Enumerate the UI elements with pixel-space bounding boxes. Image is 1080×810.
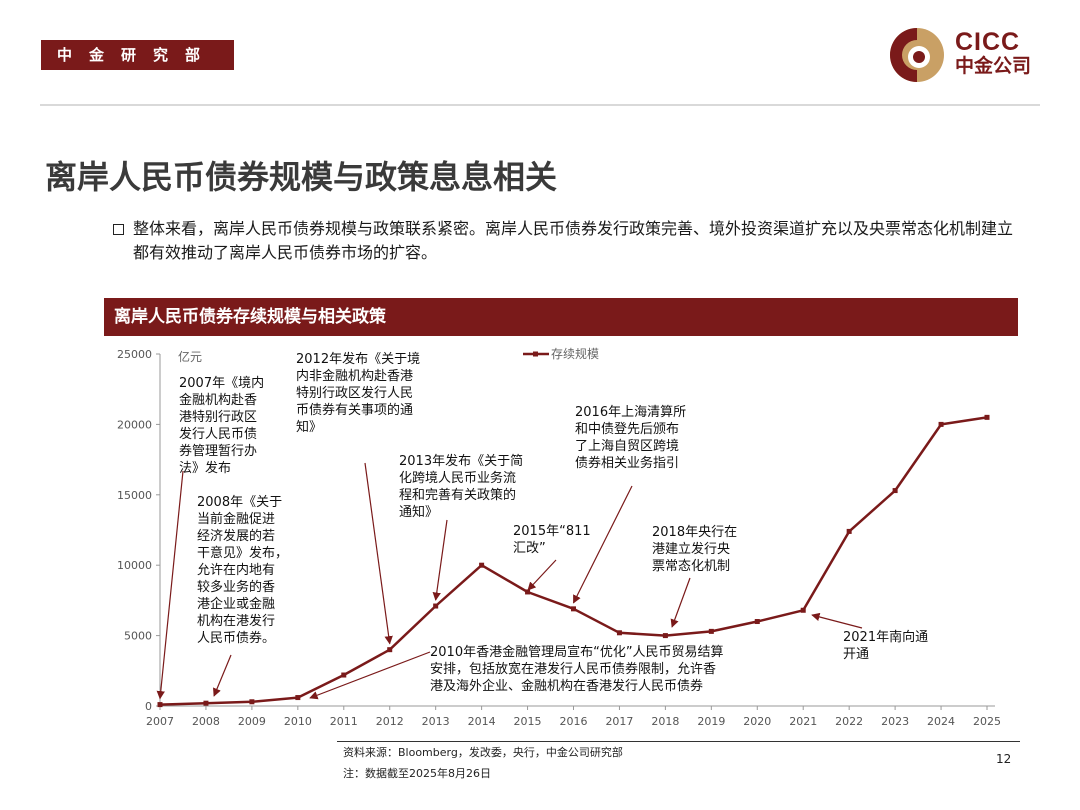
square-bullet-icon bbox=[113, 224, 124, 235]
data-point bbox=[708, 628, 714, 634]
x-tick-label: 2008 bbox=[192, 715, 220, 728]
y-tick-label: 20000 bbox=[117, 418, 152, 431]
x-tick-label: 2009 bbox=[238, 715, 266, 728]
x-tick-label: 2018 bbox=[651, 715, 679, 728]
annotation-2015: 2015年“811 汇改” bbox=[513, 524, 591, 556]
data-point bbox=[525, 589, 531, 595]
x-tick-label: 2024 bbox=[927, 715, 955, 728]
x-tick-label: 2025 bbox=[973, 715, 1001, 728]
annotation-2007: 2007年《境内 金融机构赴香 港特别行政区 发行人民币债 券管理暂行办 法》发… bbox=[179, 376, 265, 476]
annotation-arrow bbox=[213, 654, 232, 697]
cicc-logo-icon bbox=[890, 28, 944, 82]
x-tick-label: 2020 bbox=[743, 715, 771, 728]
data-point bbox=[754, 619, 760, 625]
cicc-logo: CICC 中金公司 bbox=[889, 27, 1049, 83]
annotation-2016: 2016年上海清算所 和中债登先后颁布 了上海自贸区跨境 债券相关业务指引 bbox=[575, 405, 687, 471]
x-tick-label: 2007 bbox=[146, 715, 174, 728]
data-point bbox=[892, 488, 898, 494]
data-date-note: 注：数据截至2025年8月26日 bbox=[343, 767, 491, 780]
x-tick-label: 2017 bbox=[605, 715, 633, 728]
y-tick-label: 10000 bbox=[117, 559, 152, 572]
data-point bbox=[341, 672, 347, 678]
y-tick-label: 0 bbox=[145, 700, 152, 713]
x-tick-label: 2021 bbox=[789, 715, 817, 728]
annotation-2013: 2013年发布《关于简 化跨境人民币业务流 程和完善有关政策的 通知》 bbox=[399, 454, 524, 520]
department-badge: 中金研究部 bbox=[41, 40, 234, 70]
page-number: 12 bbox=[996, 752, 1012, 766]
logo-text-en: CICC bbox=[955, 28, 1021, 56]
data-point bbox=[984, 414, 990, 420]
annotation-2018: 2018年央行在 港建立发行央 票常态化机制 bbox=[652, 525, 738, 574]
legend-marker bbox=[533, 351, 538, 357]
x-tick-label: 2022 bbox=[835, 715, 863, 728]
data-point bbox=[571, 606, 576, 612]
header-divider bbox=[40, 104, 1040, 106]
data-point bbox=[479, 562, 485, 568]
data-point bbox=[433, 603, 439, 609]
logo-text-cn: 中金公司 bbox=[955, 55, 1032, 77]
data-point bbox=[387, 647, 393, 653]
y-tick-label: 5000 bbox=[124, 630, 152, 643]
x-tick-label: 2011 bbox=[330, 715, 358, 728]
x-tick-label: 2012 bbox=[376, 715, 404, 728]
annotation-2008: 2008年《关于 当前金融促进 经济发展的若 干意见》发布， 允许在内地有 较多… bbox=[197, 495, 289, 646]
x-tick-label: 2016 bbox=[560, 715, 588, 728]
annotation-2010: 2010年香港金融管理局宣布“优化”人民币贸易结算 安排，包括放宽在港发行人民币… bbox=[430, 645, 724, 694]
x-tick-label: 2019 bbox=[697, 715, 725, 728]
data-point bbox=[662, 633, 668, 639]
data-point bbox=[295, 695, 301, 701]
x-tick-label: 2023 bbox=[881, 715, 909, 728]
annotation-arrow bbox=[364, 462, 393, 645]
annotation-arrow bbox=[572, 485, 633, 604]
data-point bbox=[846, 528, 852, 534]
data-point bbox=[249, 699, 255, 705]
data-point bbox=[938, 421, 944, 427]
x-tick-label: 2015 bbox=[514, 715, 542, 728]
annotation-arrow bbox=[309, 651, 431, 700]
annotation-arrow bbox=[527, 559, 557, 591]
summary-text: 整体来看，离岸人民币债券规模与政策联系紧密。离岸人民币债券发行政策完善、境外投资… bbox=[133, 219, 1014, 262]
footer-divider bbox=[337, 741, 1020, 742]
data-point bbox=[157, 702, 163, 708]
data-point bbox=[800, 607, 806, 613]
data-point bbox=[616, 630, 622, 636]
legend-label: 存续规模 bbox=[551, 346, 599, 361]
annotation-arrow bbox=[811, 612, 863, 629]
y-tick-label: 15000 bbox=[117, 489, 152, 502]
x-tick-label: 2013 bbox=[422, 715, 450, 728]
x-tick-label: 2014 bbox=[468, 715, 496, 728]
y-tick-label: 25000 bbox=[117, 348, 152, 361]
annotation-2021: 2021年南向通 开通 bbox=[843, 630, 929, 662]
annotation-arrow bbox=[432, 519, 448, 601]
annotation-arrow bbox=[670, 577, 691, 628]
source-note: 资料来源：Bloomberg，发改委，央行，中金公司研究部 bbox=[343, 746, 623, 759]
y-axis-unit: 亿元 bbox=[178, 349, 202, 364]
data-point bbox=[203, 700, 209, 706]
annotation-2012: 2012年发布《关于境 内非金融机构赴香港 特别行政区发行人民 币债券有关事项的… bbox=[296, 352, 421, 435]
page-title: 离岸人民币债券规模与政策息息相关 bbox=[45, 158, 558, 196]
chart-title-banner: 离岸人民币债券存续规模与相关政策 bbox=[104, 298, 1018, 336]
x-tick-label: 2010 bbox=[284, 715, 312, 728]
annotation-arrow bbox=[156, 470, 184, 700]
